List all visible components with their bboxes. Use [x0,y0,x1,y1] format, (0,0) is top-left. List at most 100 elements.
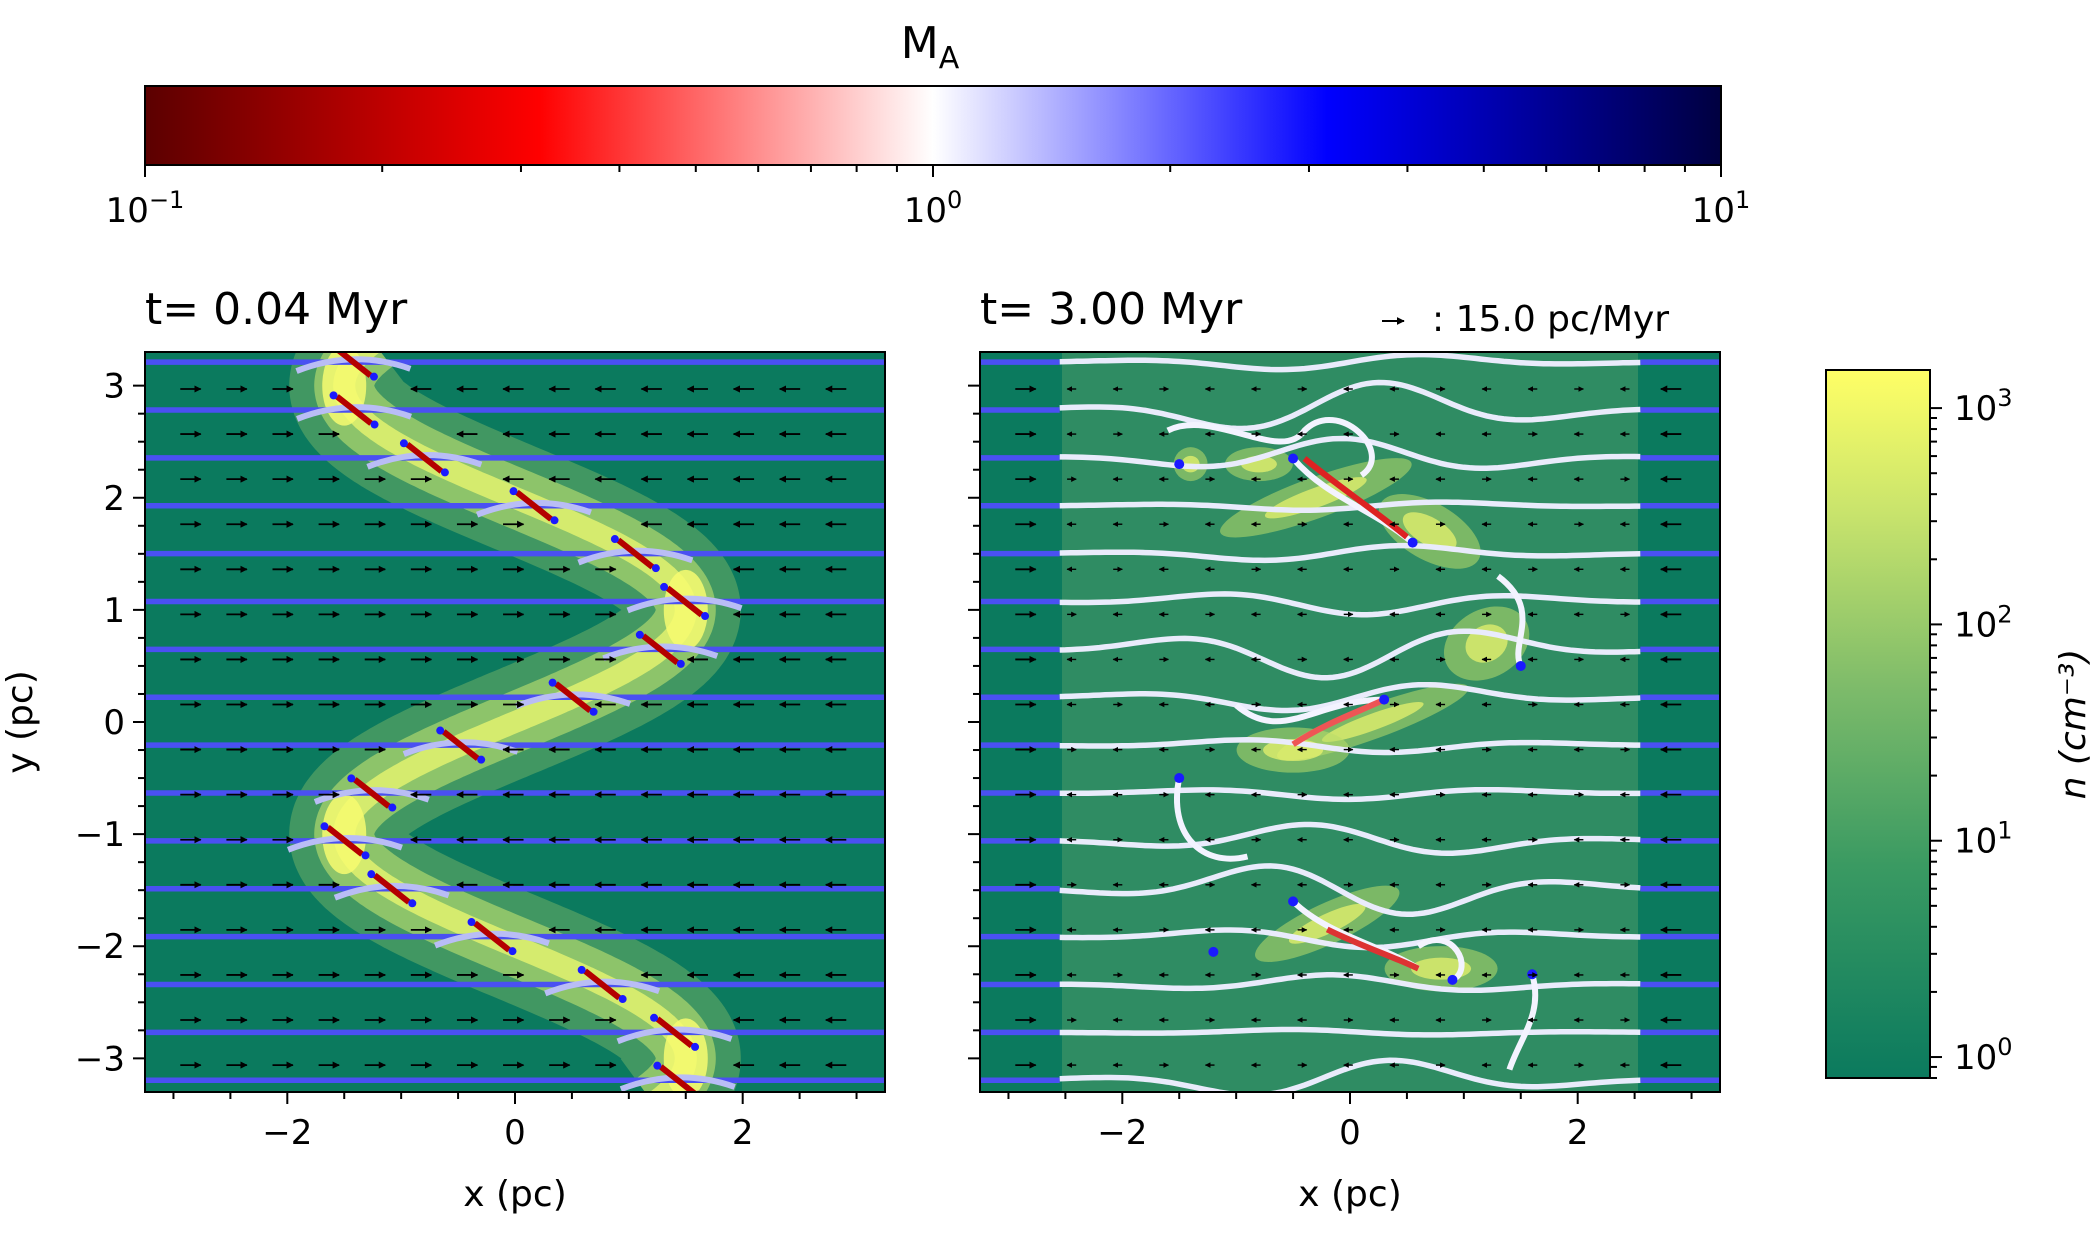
right-x-ticks: −2 0 2 [1007,1092,1693,1153]
density-colorbar-gradient [1825,369,1931,1079]
filament-crest [663,569,708,650]
right-x-tick-label: −2 [1097,1113,1147,1153]
streamline-inner [1059,821,1641,856]
dense-clump-core [1402,512,1457,551]
left-y-tick-label: 1 [103,591,125,631]
streamline-endpoint [1515,660,1526,671]
streamline-endpoint [691,1042,700,1051]
streamline-endpoint [347,774,356,783]
density-colorbar-tick-label: 101 [1954,817,2013,862]
streamline-endpoint [577,965,586,974]
streamline-endpoint [548,678,557,687]
left-x-axis-label: x (pc) [463,1174,566,1215]
streamline-endpoint [550,516,559,525]
left-y-tick-label: −3 [75,1039,125,1079]
right-panel: t= 3.00 Myr : 15.0 pc/Myr −2 0 2 x (pc) [968,284,1721,1215]
streamline-low-ma [1291,696,1386,747]
streamline-endpoint [635,630,644,639]
streamline-kink-core [326,825,364,857]
streamline-endpoint [1379,694,1390,705]
streamline-endpoint [676,659,685,668]
streamline-inner [1059,927,1641,951]
streamline-inner [1059,863,1641,918]
streamline-endpoint [320,822,329,831]
left-y-tick-label: 0 [103,703,125,743]
streamline-endpoint [589,707,598,716]
left-panel: t= 0.04 Myr −2 0 2 3 2 1 0 −1 −2 −3 x (pc) y (pc… [0,284,886,1215]
density-colorbar-tick-label: 100 [1954,1033,2013,1078]
streamline-endpoint [361,851,370,860]
left-streamlines [145,344,885,1092]
streamline-kink-core [665,585,704,618]
streamline-kink-core [616,537,655,570]
streamline-endpoint [618,995,627,1004]
left-y-tick-label: 3 [103,367,125,407]
streamline-endpoint [1174,773,1185,784]
streamline-kink-core [372,872,411,905]
dense-clump-core [1321,701,1424,743]
ma-colorbar-gradient [144,85,1722,166]
streamline-endpoint [329,344,337,352]
streamline-inner [1059,435,1641,472]
streamline-endpoint [399,439,408,448]
streamline-kink-core [335,394,373,426]
streamline-endpoint [467,918,476,927]
streamline-endpoint [408,899,417,908]
streamline-endpoint [369,372,378,381]
left-y-ticks: 3 2 1 0 −1 −2 −3 [75,367,145,1079]
left-x-tick-label: 0 [504,1113,526,1153]
streamline-kink-core [583,968,622,1001]
left-y-tick-label: −2 [75,927,125,967]
streamline-endpoint [650,1013,659,1022]
right-x-tick-label: 2 [1567,1113,1589,1153]
streamline-inner [1059,628,1641,681]
streamline-endpoint [388,803,397,812]
right-x-tick-label: 0 [1339,1113,1361,1153]
streamline-endpoint [653,1061,662,1070]
ma-colorbar-tick-labels: 10−1 100 101 [106,186,1751,231]
streamline-endpoint [1447,974,1458,985]
streamline-endpoint [610,535,619,544]
right-velocity-arrows [1015,385,1682,1069]
streamline-inner [1059,1026,1641,1038]
streamline-inner [1059,786,1641,803]
streamline-endpoint [1407,537,1418,548]
streamline-kink-core [473,920,511,953]
streamline-kink-core [335,352,373,378]
streamline-loop [1496,573,1526,668]
streamline-endpoint [1174,459,1185,470]
streamline-loop [1174,777,1249,862]
ma-colorbar-tick-label: 101 [1692,186,1751,231]
streamline-endpoint [701,612,710,621]
streamline-low-ma [1302,456,1409,540]
streamline-endpoint [660,582,669,591]
left-y-tick-label: −1 [75,815,125,855]
ma-colorbar-title: MA [901,18,960,76]
left-panel-title: t= 0.04 Myr [145,284,408,335]
streamline-kink-core [554,681,593,714]
streamline-endpoint [651,564,660,573]
streamline-inner [1059,681,1641,714]
streamline-endpoint [1288,896,1299,907]
streamline-inner [1059,352,1641,373]
right-y-ticks [968,384,980,1060]
left-velocity-arrows [180,385,847,1069]
velocity-key: : 15.0 pc/Myr [1382,299,1669,340]
streamline-loop [1506,973,1539,1071]
right-panel-title: t= 3.00 Myr [980,284,1243,335]
left-x-ticks: −2 0 2 [172,1092,858,1153]
streamline-kink-core [658,1064,697,1092]
streamline-loop [1166,417,1375,478]
density-colorbar: 103 102 101 100 n (cm⁻³) [1825,369,2094,1079]
left-x-tick-label: 2 [732,1113,754,1153]
density-colorbar-tick-labels: 103 102 101 100 [1954,384,2013,1078]
streamline-endpoint [436,726,445,735]
streamline-kink-core [352,777,391,809]
streamline-endpoint [1208,946,1219,957]
ma-colorbar: MA 10−1 100 101 [106,18,1751,231]
streamline-endpoint [508,947,517,956]
left-filament [289,352,741,1092]
density-colorbar-tick-label: 102 [1954,600,2013,645]
streamline-endpoint [477,755,486,764]
